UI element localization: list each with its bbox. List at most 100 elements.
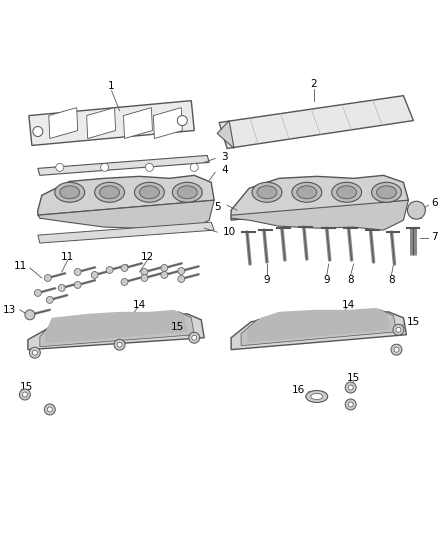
Text: 15: 15 — [171, 322, 184, 332]
Circle shape — [141, 269, 148, 276]
Circle shape — [32, 350, 37, 355]
Circle shape — [190, 164, 198, 172]
Text: 7: 7 — [431, 232, 438, 242]
Polygon shape — [231, 200, 408, 230]
Text: 1: 1 — [108, 80, 115, 91]
Text: 15: 15 — [347, 373, 360, 383]
Polygon shape — [219, 95, 413, 149]
Circle shape — [396, 327, 401, 332]
Text: 3: 3 — [221, 152, 228, 163]
Circle shape — [121, 278, 128, 286]
Text: 8: 8 — [388, 275, 395, 285]
Polygon shape — [87, 108, 116, 139]
Circle shape — [121, 264, 128, 271]
Polygon shape — [217, 120, 234, 149]
Ellipse shape — [306, 391, 328, 402]
Ellipse shape — [95, 182, 124, 202]
Circle shape — [161, 264, 168, 271]
Text: 10: 10 — [223, 227, 236, 237]
Circle shape — [189, 332, 200, 343]
Circle shape — [141, 274, 148, 281]
Circle shape — [25, 310, 35, 320]
Text: 12: 12 — [141, 252, 154, 262]
Ellipse shape — [99, 186, 120, 199]
Circle shape — [33, 126, 43, 136]
Circle shape — [101, 164, 109, 172]
Circle shape — [345, 399, 356, 410]
Circle shape — [74, 281, 81, 288]
Circle shape — [19, 389, 30, 400]
Circle shape — [178, 276, 185, 282]
Polygon shape — [247, 308, 391, 343]
Circle shape — [391, 344, 402, 355]
Ellipse shape — [371, 182, 402, 202]
Circle shape — [192, 335, 197, 340]
Ellipse shape — [252, 182, 282, 202]
Polygon shape — [40, 312, 194, 346]
Polygon shape — [124, 108, 152, 139]
Ellipse shape — [177, 186, 197, 199]
Polygon shape — [38, 222, 214, 243]
Circle shape — [178, 268, 185, 274]
Text: 14: 14 — [133, 300, 146, 310]
Circle shape — [393, 324, 404, 335]
Text: 9: 9 — [323, 275, 330, 285]
Ellipse shape — [297, 186, 317, 199]
Ellipse shape — [172, 182, 202, 202]
Text: 8: 8 — [347, 275, 354, 285]
Text: 11: 11 — [14, 261, 27, 271]
Text: 14: 14 — [342, 300, 355, 310]
Text: 11: 11 — [61, 252, 74, 262]
Circle shape — [161, 271, 168, 278]
Circle shape — [348, 385, 353, 390]
Polygon shape — [231, 175, 408, 220]
Ellipse shape — [332, 182, 362, 202]
Circle shape — [34, 289, 41, 296]
Text: 2: 2 — [311, 79, 317, 88]
Text: 16: 16 — [292, 384, 305, 394]
Circle shape — [44, 404, 55, 415]
Text: 15: 15 — [406, 317, 420, 327]
Polygon shape — [29, 101, 194, 146]
Polygon shape — [231, 312, 406, 350]
Ellipse shape — [257, 186, 277, 199]
Polygon shape — [153, 108, 182, 139]
Ellipse shape — [292, 182, 322, 202]
Circle shape — [74, 269, 81, 276]
Ellipse shape — [134, 182, 164, 202]
Ellipse shape — [139, 186, 159, 199]
Circle shape — [47, 407, 52, 412]
Ellipse shape — [60, 186, 80, 199]
Ellipse shape — [377, 186, 396, 199]
Polygon shape — [38, 156, 209, 175]
Polygon shape — [45, 310, 187, 344]
Circle shape — [44, 274, 51, 281]
Text: 5: 5 — [215, 202, 221, 212]
Text: 4: 4 — [221, 165, 228, 175]
Circle shape — [348, 402, 353, 407]
Polygon shape — [28, 314, 204, 350]
Text: 15: 15 — [20, 382, 34, 392]
Circle shape — [58, 285, 65, 292]
Ellipse shape — [337, 186, 357, 199]
Circle shape — [117, 342, 122, 347]
Text: 6: 6 — [431, 198, 438, 208]
Circle shape — [407, 201, 425, 219]
Ellipse shape — [55, 182, 85, 202]
Polygon shape — [38, 175, 214, 215]
Polygon shape — [38, 200, 214, 230]
Circle shape — [345, 382, 356, 393]
Circle shape — [394, 347, 399, 352]
Polygon shape — [49, 108, 78, 139]
Polygon shape — [241, 310, 396, 346]
Circle shape — [22, 392, 28, 397]
Circle shape — [91, 271, 98, 278]
Circle shape — [145, 164, 153, 172]
Circle shape — [177, 116, 187, 126]
Circle shape — [114, 339, 125, 350]
Ellipse shape — [311, 393, 323, 400]
Circle shape — [46, 296, 53, 303]
Circle shape — [29, 347, 40, 358]
Text: 9: 9 — [264, 275, 270, 285]
Circle shape — [106, 266, 113, 273]
